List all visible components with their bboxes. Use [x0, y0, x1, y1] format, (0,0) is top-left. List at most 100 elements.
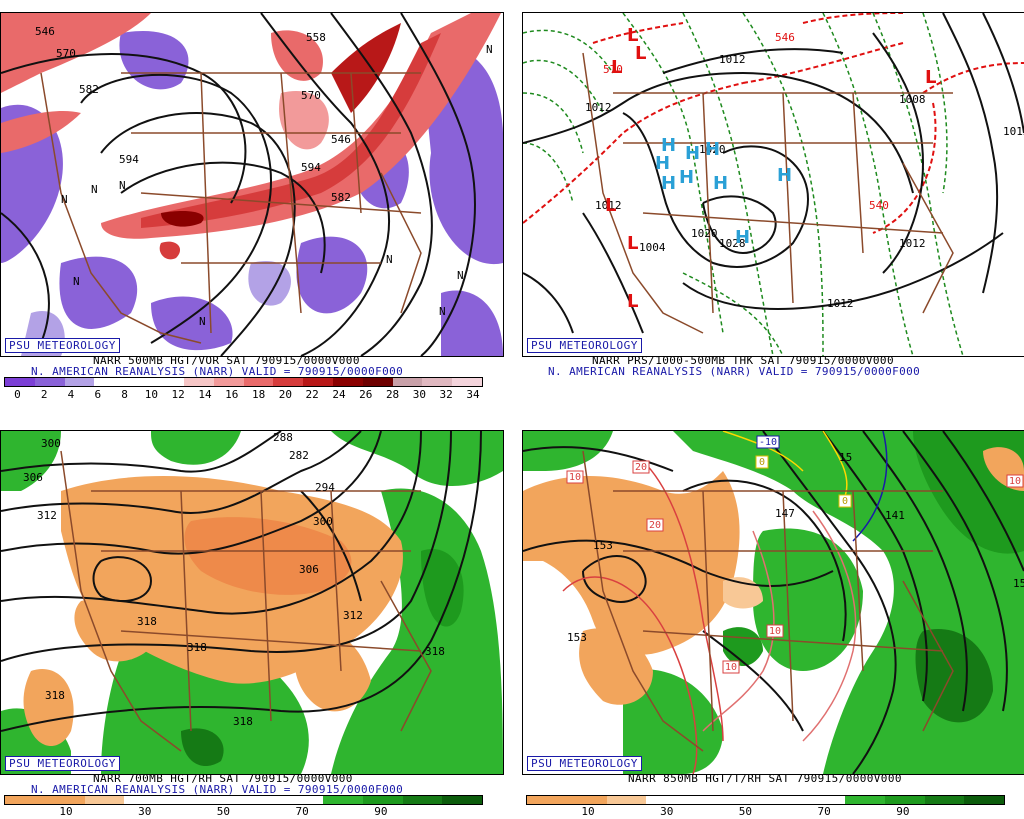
colorbar-swatch [845, 796, 885, 804]
contour-label: 300 [41, 437, 61, 450]
low-pressure-marker: L [605, 195, 616, 216]
colorbar-swatch [402, 796, 443, 804]
colorbar-tick-label: 28 [385, 388, 400, 401]
colorbar-swatch [527, 796, 567, 804]
colorbar-tick-label: 6 [94, 388, 102, 401]
contour-label: 546 [35, 25, 55, 38]
isobar-label: 1020 [691, 227, 718, 240]
psu-meteorology-label: PSU METEOROLOGY [5, 756, 120, 771]
isobar-label: 1012 [595, 199, 622, 212]
colorbar-tick-label: 8 [121, 388, 128, 401]
psu-meteorology-label: PSU METEOROLOGY [527, 338, 642, 353]
colorbar-swatch [44, 796, 85, 804]
colorbar-tick-label: 30 [412, 388, 426, 401]
contour-label: 141 [885, 509, 905, 522]
isotherm-label: 20 [635, 462, 647, 473]
colorbar-tick-label: 70 [817, 805, 831, 818]
colorbar-swatch [646, 796, 686, 804]
isobar-label: 1012 [585, 101, 612, 114]
colorbar-swatch [203, 796, 244, 804]
isobar-label: 1020 [699, 143, 726, 156]
colorbar-tick-label: 22 [305, 388, 319, 401]
colorbar-swatch [452, 378, 482, 386]
colorbar-tick-label: 50 [216, 805, 231, 818]
vort-min-label: N [199, 315, 206, 328]
map-pressure-thickness: 1012 1012 1020 1012 1020 1028 1004 1012 … [522, 12, 1024, 357]
colorbar-tick-label: 32 [439, 388, 453, 401]
colorbar-swatch [442, 796, 482, 804]
panel-subtitle: N. AMERICAN REANALYSIS (NARR) VALID = 79… [31, 783, 404, 796]
vort-min-label: N [486, 43, 493, 56]
high-pressure-marker: H [713, 173, 728, 194]
isobar-label: 1012 [899, 237, 926, 250]
psu-meteorology-label: PSU METEOROLOGY [5, 338, 120, 353]
low-pressure-marker: L [627, 291, 638, 312]
contour-label: 558 [306, 31, 326, 44]
low-pressure-marker: L [627, 233, 638, 254]
contour-label: 594 [119, 153, 139, 166]
vort-min-label: N [439, 305, 446, 318]
colorbar-swatch [124, 796, 164, 804]
colorbar-swatch [566, 796, 607, 804]
colorbar-swatch [725, 796, 766, 804]
colorbar-swatch [243, 378, 274, 386]
colorbar-tick-label: 10 [144, 388, 158, 401]
colorbar-tick-label: 2 [40, 388, 48, 401]
colorbar-tick-label: 10 [581, 805, 595, 818]
colorbar-swatch [243, 796, 284, 804]
high-pressure-marker: H [661, 173, 676, 194]
colorbar-swatch [34, 378, 65, 386]
contour-label: 570 [301, 89, 321, 102]
contour-label: 312 [343, 609, 363, 622]
isotherm-label: -10 [759, 437, 777, 448]
high-pressure-marker: H [705, 139, 720, 160]
vort-min-label: N [91, 183, 98, 196]
colorbar-vorticity [4, 377, 483, 387]
colorbar-tick-label: 26 [359, 388, 373, 401]
isotherm-label: 10 [769, 626, 781, 637]
colorbar-swatch [392, 378, 423, 386]
colorbar-ticks: 0 2 4 6 8 10 12 14 16 18 20 22 24 26 28 30 32 34 [4, 389, 481, 401]
contour-label: 153 [593, 539, 613, 552]
colorbar-tick-label: 20 [278, 388, 292, 401]
contour-label: 318 [45, 689, 65, 702]
isotherm-label: 10 [725, 662, 737, 673]
panel-title: NARR 700MB HGT/RH SAT 790915/0000V000 [93, 772, 353, 785]
colorbar-swatch [964, 796, 1004, 804]
isotherm-label: 10 [1009, 476, 1021, 487]
contour-label: 546 [331, 133, 351, 146]
vort-min-label: N [73, 275, 80, 288]
colorbar-tick-label: 16 [225, 388, 239, 401]
thickness-label: 546 [775, 31, 795, 44]
colorbar-swatch [362, 796, 403, 804]
vort-min-label: N [61, 193, 68, 206]
colorbar-swatch [5, 796, 45, 804]
map-700mb-rh: 300 306 312 288 282 294 300 306 312 318 … [0, 430, 504, 775]
colorbar-swatch [213, 378, 244, 386]
thickness-label: 570 [603, 63, 623, 76]
contour-label: 147 [775, 507, 795, 520]
isobar-label: 1008 [899, 93, 926, 106]
contour-label: 582 [79, 83, 99, 96]
colorbar-swatch [273, 378, 304, 386]
contour-label: 318 [137, 615, 157, 628]
colorbar-swatch [332, 378, 363, 386]
panel-title: NARR 500MB HGT/VOR SAT 790915/0000V000 [93, 354, 360, 367]
isotherm-label: 10 [569, 472, 581, 483]
colorbar-swatch [362, 378, 393, 386]
colorbar-tick-label: 18 [251, 388, 266, 401]
isobar-label: 1012 [719, 53, 746, 66]
isotherm-label: 0 [842, 496, 848, 507]
colorbar-swatch [805, 796, 845, 804]
isobar-label: 1012 [827, 297, 854, 310]
colorbar-tick-label: 30 [660, 805, 674, 818]
colorbar-swatch [884, 796, 925, 804]
psu-meteorology-label: PSU METEOROLOGY [527, 756, 642, 771]
colorbar-tick-label: 34 [466, 388, 480, 401]
high-pressure-marker: H [685, 143, 700, 164]
colorbar-swatch [422, 378, 453, 386]
map-850mb-temp-rh: -10 0 0 20 20 10 10 10 10 15 153 [522, 430, 1024, 775]
high-pressure-marker: H [735, 227, 750, 248]
panel-title: NARR 850MB HGT/T/RH SAT 790915/0000V000 [628, 772, 902, 785]
colorbar-ticks: 10 30 50 70 90 [526, 806, 1003, 818]
